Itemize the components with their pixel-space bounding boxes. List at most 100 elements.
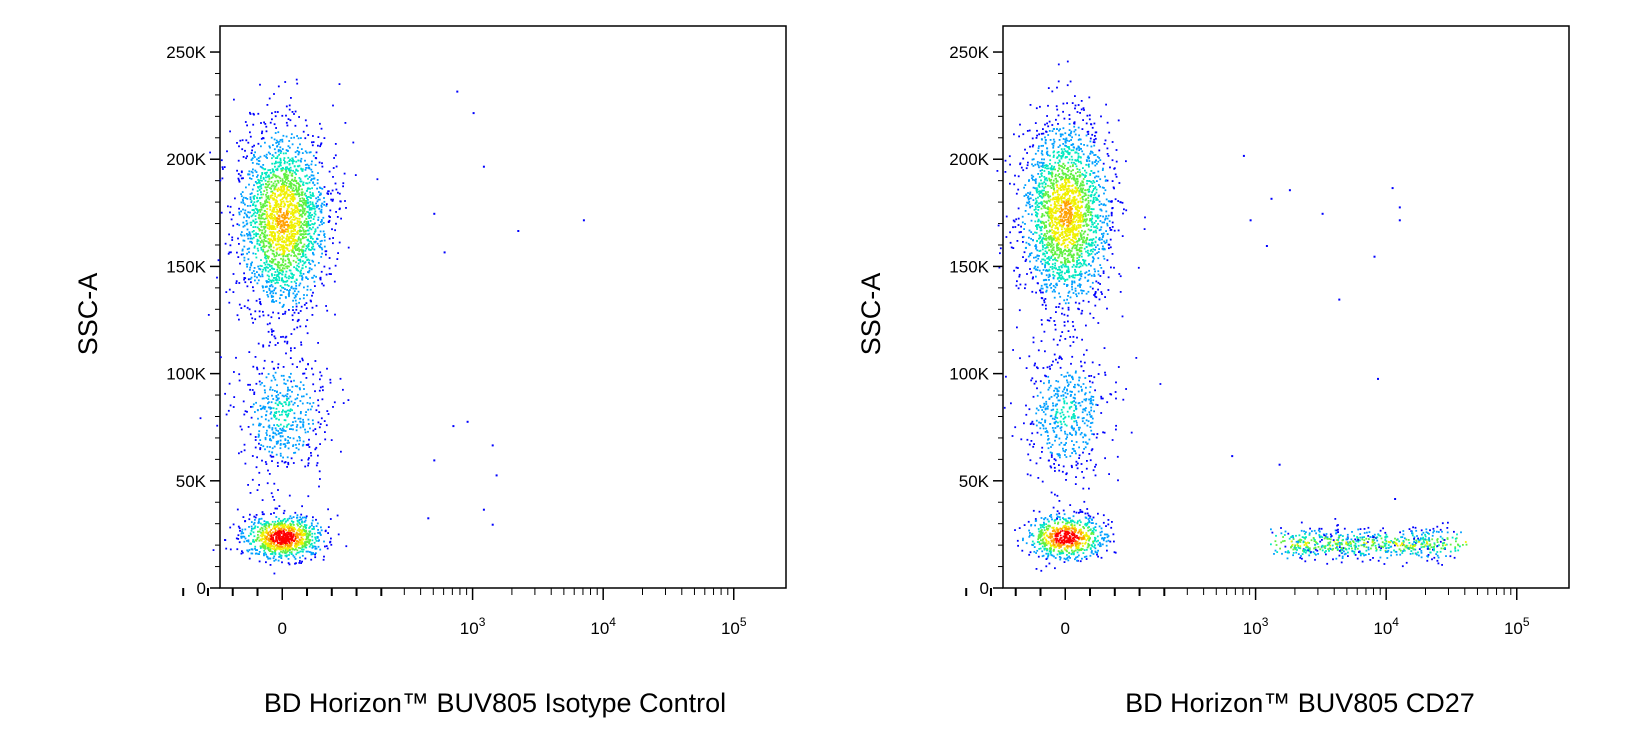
event-dot [1335, 542, 1338, 545]
event-dot [255, 401, 257, 404]
event-dot [272, 252, 275, 255]
event-dot [299, 258, 302, 261]
event-dot [259, 264, 262, 267]
event-dot [1046, 549, 1048, 552]
event-dot [261, 232, 263, 234]
event-dot [1372, 557, 1374, 559]
event-dot [1365, 549, 1368, 552]
event-dot [291, 190, 294, 193]
event-dot [1063, 561, 1066, 563]
event-dot [241, 191, 244, 193]
event-dot [273, 559, 276, 562]
event-dot [272, 527, 274, 530]
event-dot [303, 202, 305, 204]
event-dot [273, 424, 275, 427]
event-dot [314, 553, 316, 556]
event-dot [256, 276, 258, 279]
event-dot [1043, 529, 1046, 531]
event-dot [266, 555, 268, 558]
event-dot [1380, 545, 1383, 548]
event-dot [283, 528, 286, 530]
event-dot [277, 440, 280, 443]
event-dot [287, 149, 289, 152]
event-dot [274, 507, 277, 510]
event-dot [289, 119, 292, 122]
event-dot [287, 145, 290, 148]
event-dot [1413, 544, 1415, 546]
event-dot [272, 169, 274, 171]
outlier-dot [495, 474, 498, 477]
event-dot [344, 200, 346, 202]
event-dot [1076, 548, 1079, 551]
event-dot [280, 257, 282, 260]
event-dot [276, 155, 279, 158]
event-dot [266, 234, 269, 237]
event-dot [305, 182, 308, 185]
event-dot [273, 253, 275, 256]
event-dot [301, 544, 304, 547]
event-dot [306, 285, 309, 288]
event-dot [246, 234, 249, 237]
event-dot [1070, 540, 1073, 543]
event-dot [1058, 538, 1061, 541]
event-dot [271, 495, 274, 498]
event-dot [261, 217, 264, 220]
event-dot [257, 157, 260, 159]
event-dot [1029, 534, 1031, 537]
event-dot [287, 200, 289, 203]
event-dot [1353, 550, 1356, 553]
event-dot [1439, 535, 1442, 538]
event-dot [278, 218, 281, 220]
event-dot [320, 208, 323, 211]
event-dot [1075, 547, 1078, 550]
event-dot [1370, 544, 1373, 547]
event-dot [277, 206, 280, 208]
event-dot [260, 444, 263, 446]
event-dot [302, 421, 305, 423]
event-dot [274, 390, 276, 392]
event-dot [1436, 545, 1439, 547]
event-dot [293, 208, 296, 211]
event-dot [305, 515, 308, 518]
event-dot [319, 532, 322, 535]
event-dot [1454, 547, 1457, 550]
event-dot [1327, 541, 1330, 544]
event-dot [275, 396, 278, 399]
event-dot [1318, 530, 1321, 533]
event-dot [287, 210, 290, 213]
event-dot [299, 523, 302, 525]
event-dot [274, 217, 277, 219]
event-dot [237, 525, 240, 528]
event-dot [311, 246, 313, 249]
event-dot [275, 417, 278, 420]
event-dot [283, 425, 285, 428]
event-dot [233, 371, 235, 373]
event-dot [286, 124, 289, 127]
event-dot [1384, 544, 1387, 547]
event-dot [253, 535, 256, 538]
event-dot [254, 181, 257, 183]
event-dot [283, 240, 286, 242]
event-dot [275, 538, 277, 540]
event-dot [270, 379, 273, 382]
event-dot [290, 272, 293, 275]
event-dot [308, 213, 311, 215]
event-dot [281, 551, 284, 554]
event-dot [256, 162, 258, 165]
event-dot [270, 535, 272, 538]
event-dot [291, 157, 294, 160]
event-dot [300, 148, 303, 150]
event-dot [1063, 513, 1066, 516]
event-dot [273, 376, 276, 379]
event-dot [254, 545, 257, 548]
event-dot [306, 259, 308, 261]
event-dot [284, 438, 287, 441]
event-dot [1029, 532, 1031, 534]
event-dot [296, 220, 299, 222]
event-dot [1033, 550, 1036, 553]
event-dot [279, 522, 281, 525]
event-dot [289, 242, 292, 245]
event-dot [1067, 545, 1069, 548]
event-dot [266, 274, 269, 277]
event-dot [1105, 533, 1108, 536]
